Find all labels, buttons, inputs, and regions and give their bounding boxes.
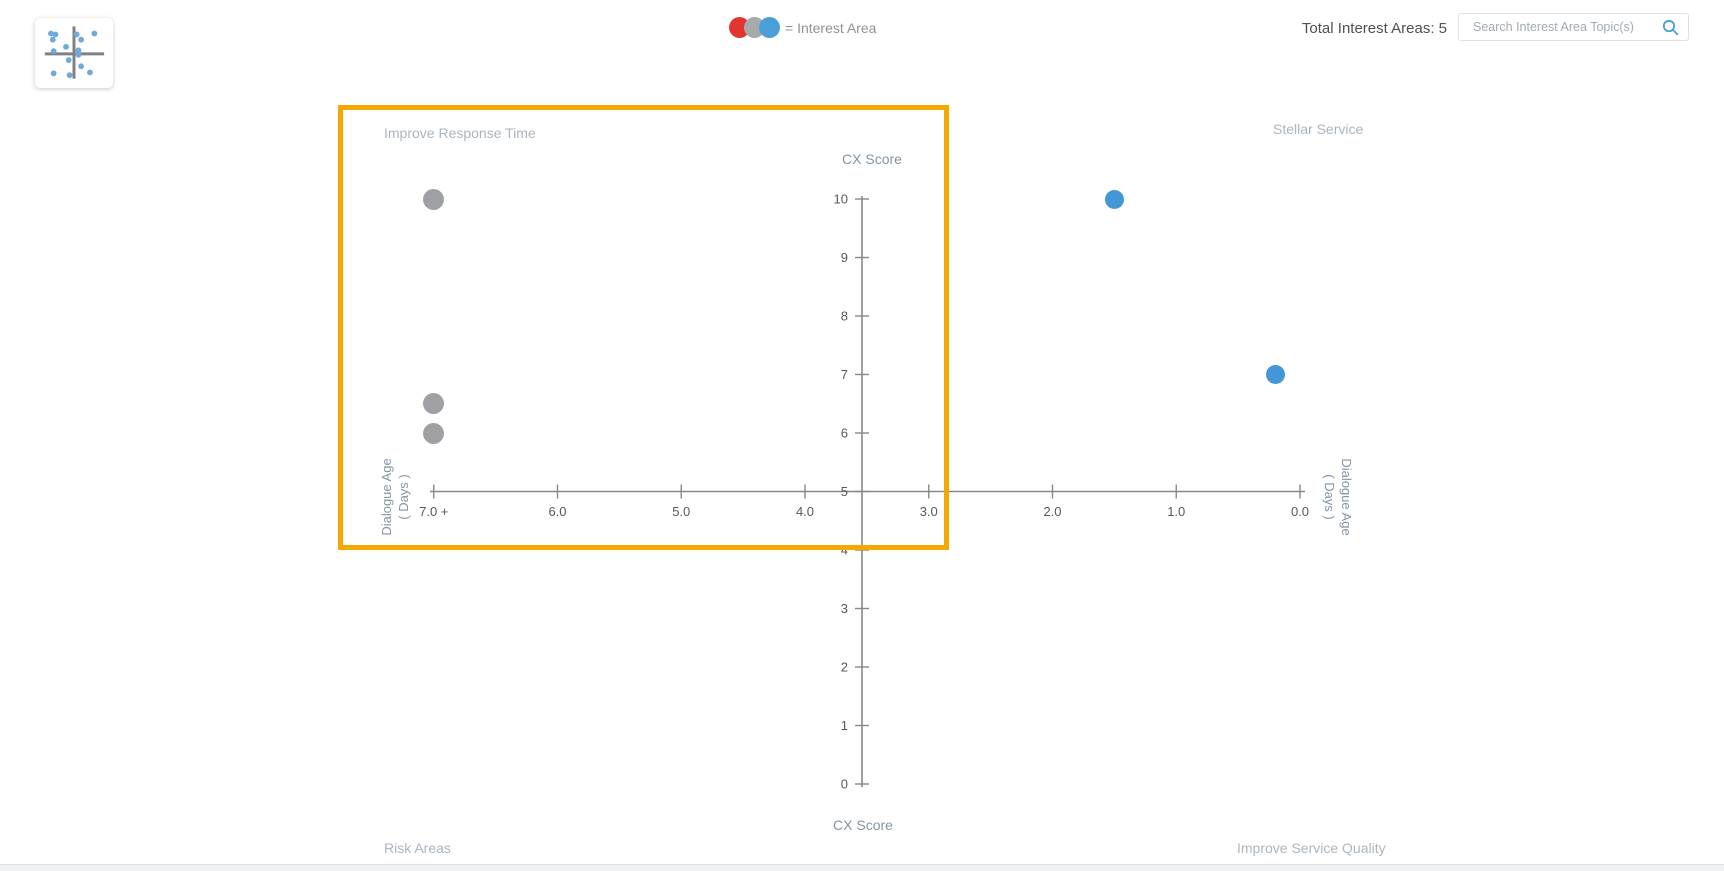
interest-area-dot[interactable] xyxy=(423,422,445,444)
quadrant-label-top-left: Improve Response Time xyxy=(384,125,536,141)
search-box xyxy=(1458,13,1689,41)
bottom-divider xyxy=(0,864,1724,865)
x-tick-label: 5.0 xyxy=(672,504,690,519)
y-axis-title-top: CX Score xyxy=(842,151,902,167)
y-tick-label: 5 xyxy=(841,484,848,499)
interest-area-dot[interactable] xyxy=(423,188,445,210)
interest-area-dot[interactable] xyxy=(423,393,445,415)
y-tick-label: 3 xyxy=(841,601,848,616)
mini-scatter-icon xyxy=(44,26,105,79)
interest-area-legend: = Interest Area xyxy=(729,17,876,38)
y-tick-label: 7 xyxy=(841,367,848,382)
y-tick-label: 9 xyxy=(841,250,848,265)
y-axis-title-bottom: CX Score xyxy=(833,817,893,833)
x-axis-title-right: Dialogue Age ( Days ) xyxy=(1322,458,1354,536)
search-icon[interactable] xyxy=(1662,19,1679,36)
quadrant-label-bottom-left: Risk Areas xyxy=(384,840,451,856)
y-tick-label: 10 xyxy=(834,192,848,207)
y-tick-label: 4 xyxy=(841,543,848,558)
x-tick-label: 4.0 xyxy=(796,504,814,519)
y-tick-label: 1 xyxy=(841,718,848,733)
x-tick-label: 7.0 + xyxy=(419,504,448,519)
bottom-strip xyxy=(0,865,1724,871)
blue-circle-icon xyxy=(759,17,780,38)
y-tick-label: 0 xyxy=(841,777,848,792)
total-interest-areas-count: Total Interest Areas: 5 xyxy=(1301,20,1447,37)
interest-area-dot[interactable] xyxy=(1265,365,1285,384)
x-axis-title-left: Dialogue Age ( Days ) xyxy=(379,458,411,536)
interest-area-dot[interactable] xyxy=(1104,189,1124,209)
x-tick-label: 3.0 xyxy=(920,504,938,519)
search-input[interactable] xyxy=(1471,19,1662,35)
x-tick-label: 0.0 xyxy=(1291,504,1309,519)
y-tick-label: 6 xyxy=(841,426,848,441)
quadrant-label-top-right: Stellar Service xyxy=(1273,121,1364,137)
x-tick-label: 1.0 xyxy=(1167,504,1185,519)
y-tick-label: 2 xyxy=(841,660,848,675)
legend-label: = Interest Area xyxy=(785,19,877,36)
x-tick-label: 6.0 xyxy=(548,504,566,519)
scatter-view-button[interactable] xyxy=(35,18,113,88)
quadrant-label-bottom-right: Improve Service Quality xyxy=(1237,840,1386,856)
y-tick-label: 8 xyxy=(841,309,848,324)
x-tick-label: 2.0 xyxy=(1043,504,1061,519)
